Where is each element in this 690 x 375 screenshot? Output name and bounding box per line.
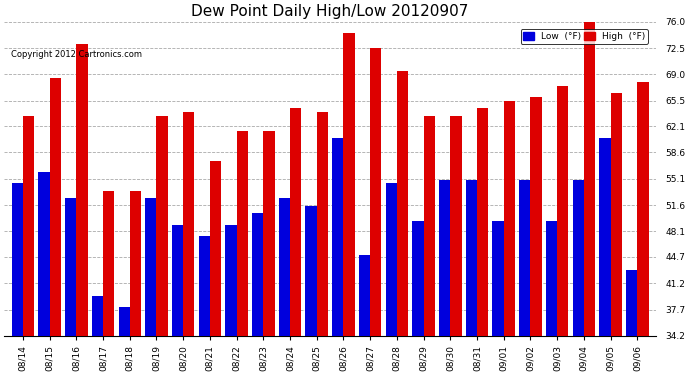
- Bar: [183, 112, 195, 336]
- Bar: [370, 48, 382, 336]
- Bar: [119, 307, 130, 336]
- Bar: [172, 225, 183, 336]
- Bar: [157, 116, 168, 336]
- Bar: [600, 138, 611, 336]
- Bar: [359, 255, 370, 336]
- Bar: [103, 191, 115, 336]
- Text: Copyright 2012 Cartronics.com: Copyright 2012 Cartronics.com: [10, 50, 141, 59]
- Bar: [344, 33, 355, 336]
- Bar: [199, 236, 210, 336]
- Bar: [626, 270, 638, 336]
- Bar: [226, 225, 237, 336]
- Bar: [611, 93, 622, 336]
- Title: Dew Point Daily High/Low 20120907: Dew Point Daily High/Low 20120907: [191, 4, 469, 19]
- Bar: [557, 86, 569, 336]
- Bar: [23, 116, 34, 336]
- Bar: [584, 22, 595, 336]
- Bar: [92, 296, 103, 336]
- Bar: [332, 138, 344, 336]
- Bar: [77, 44, 88, 336]
- Bar: [130, 191, 141, 336]
- Bar: [531, 97, 542, 336]
- Bar: [397, 70, 408, 336]
- Bar: [439, 180, 451, 336]
- Bar: [317, 112, 328, 336]
- Bar: [65, 198, 77, 336]
- Bar: [145, 198, 157, 336]
- Bar: [237, 130, 248, 336]
- Bar: [290, 108, 302, 336]
- Bar: [493, 221, 504, 336]
- Bar: [546, 221, 557, 336]
- Bar: [386, 183, 397, 336]
- Bar: [477, 108, 489, 336]
- Bar: [466, 180, 477, 336]
- Bar: [504, 100, 515, 336]
- Bar: [50, 78, 61, 336]
- Bar: [210, 161, 221, 336]
- Bar: [519, 180, 531, 336]
- Bar: [424, 116, 435, 336]
- Bar: [451, 116, 462, 336]
- Bar: [39, 172, 50, 336]
- Bar: [12, 183, 23, 336]
- Bar: [279, 198, 290, 336]
- Bar: [413, 221, 424, 336]
- Bar: [252, 213, 264, 336]
- Legend: Low  (°F), High  (°F): Low (°F), High (°F): [520, 29, 648, 44]
- Bar: [638, 82, 649, 336]
- Bar: [264, 130, 275, 336]
- Bar: [306, 206, 317, 336]
- Bar: [573, 180, 584, 336]
